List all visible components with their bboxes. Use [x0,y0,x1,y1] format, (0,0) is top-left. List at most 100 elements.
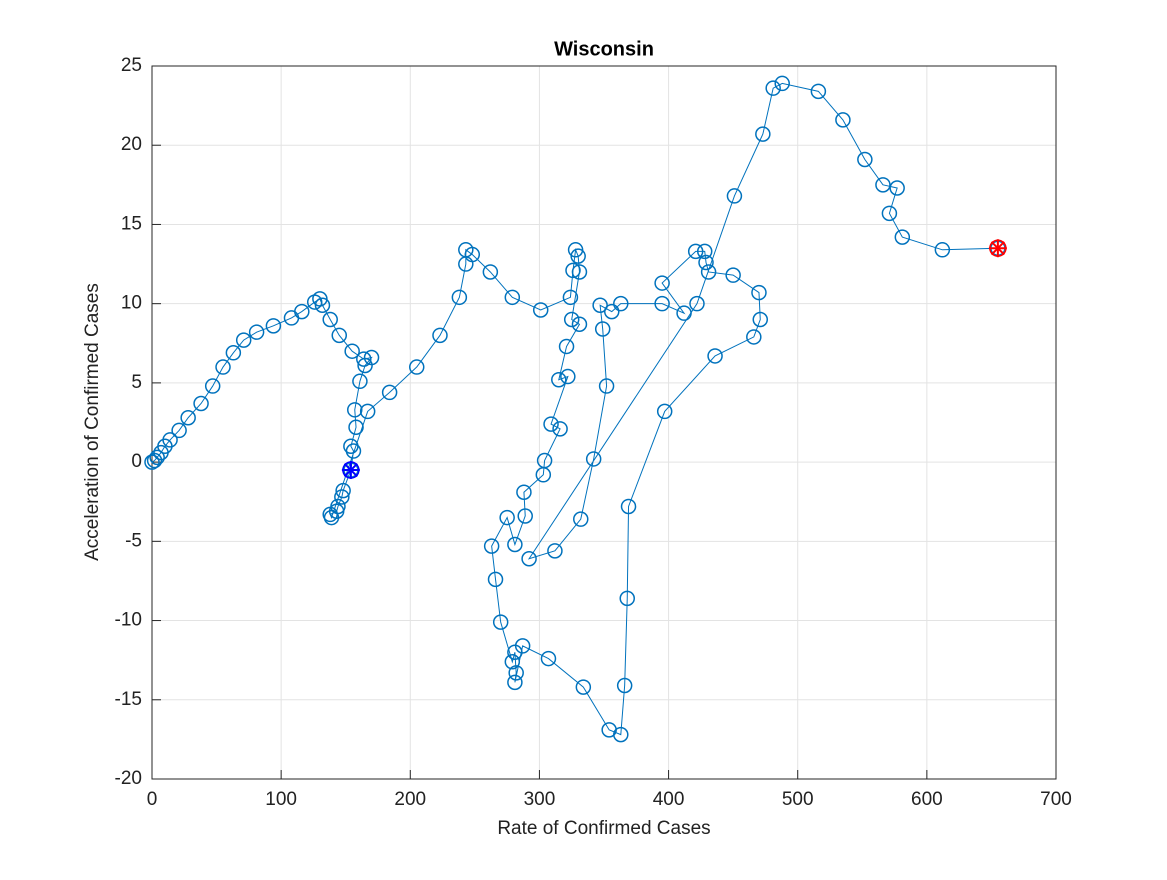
point [521,551,537,567]
point [619,590,635,607]
chart-title: Wisconsin [554,38,654,60]
x-tick-label: 700 [1040,789,1072,810]
point [552,421,568,437]
y-tick-label: 15 [121,213,142,234]
point [594,321,611,337]
series [988,239,1007,258]
point [700,264,717,280]
axes-box [151,65,1057,780]
point [857,151,873,168]
point [225,345,242,361]
point [359,403,376,420]
point [707,348,723,364]
point [746,329,762,345]
point [755,126,771,142]
point [592,297,608,314]
y-axis-label: Acceleration of Confirmed Cases [82,283,103,561]
point [235,332,252,348]
point [654,295,670,312]
point [381,384,398,401]
point [516,484,532,500]
point [875,177,891,193]
y-tick-label: -15 [115,689,142,710]
point [881,205,898,222]
y-tick-label: 5 [131,372,142,393]
point [334,489,350,505]
point [562,289,579,306]
point [765,80,781,96]
point [835,112,851,128]
point [698,254,714,271]
point [483,538,500,554]
point [570,248,586,264]
point [540,650,557,667]
point [193,395,209,412]
point [676,305,692,321]
point [654,275,670,291]
point [726,188,743,204]
point [616,677,633,694]
point [408,359,425,375]
point [689,295,705,312]
point [504,289,521,306]
point [265,318,282,334]
point [507,536,523,553]
point [180,409,196,426]
point [345,443,362,459]
point [508,665,524,681]
star-stroke [990,241,1005,256]
y-tick-label: 25 [121,55,142,76]
point [499,509,515,526]
point [347,402,363,418]
point [810,83,827,100]
point [571,316,588,333]
x-tick-label: 600 [911,789,943,810]
point [356,351,372,367]
point [696,243,713,260]
point [560,368,576,385]
point [687,243,704,260]
point [889,180,905,196]
point [620,498,637,515]
point [565,262,581,279]
point [603,303,620,320]
point [598,378,615,394]
x-tick-label: 100 [265,789,297,810]
point [352,373,368,390]
line [151,82,998,736]
point [563,311,580,328]
point [585,451,602,467]
point [331,327,348,344]
point [348,419,364,436]
plot-area [152,66,1056,779]
x-tick-label: 500 [782,789,814,810]
point [575,679,592,695]
star-stroke [343,462,358,478]
point [171,422,187,439]
point [149,449,165,466]
point [613,726,629,743]
point [558,338,575,355]
point [482,264,499,280]
x-tick-label: 200 [394,789,426,810]
point [543,416,559,432]
y-tick-label: 0 [131,451,142,472]
point [507,674,523,691]
point [532,302,549,318]
point [432,327,448,344]
point [323,509,340,526]
point [613,295,629,312]
point [464,246,481,263]
x-tick-label: 400 [653,789,685,810]
y-tick-label: -20 [115,768,142,789]
point [934,242,951,258]
point [751,284,767,301]
y-tick-label: -10 [115,610,142,631]
point [573,511,589,527]
y-tick-label: -5 [125,530,142,551]
point [547,543,563,559]
point [492,614,509,630]
y-tick-label: 20 [121,134,142,155]
point [215,359,231,375]
point [656,403,673,420]
